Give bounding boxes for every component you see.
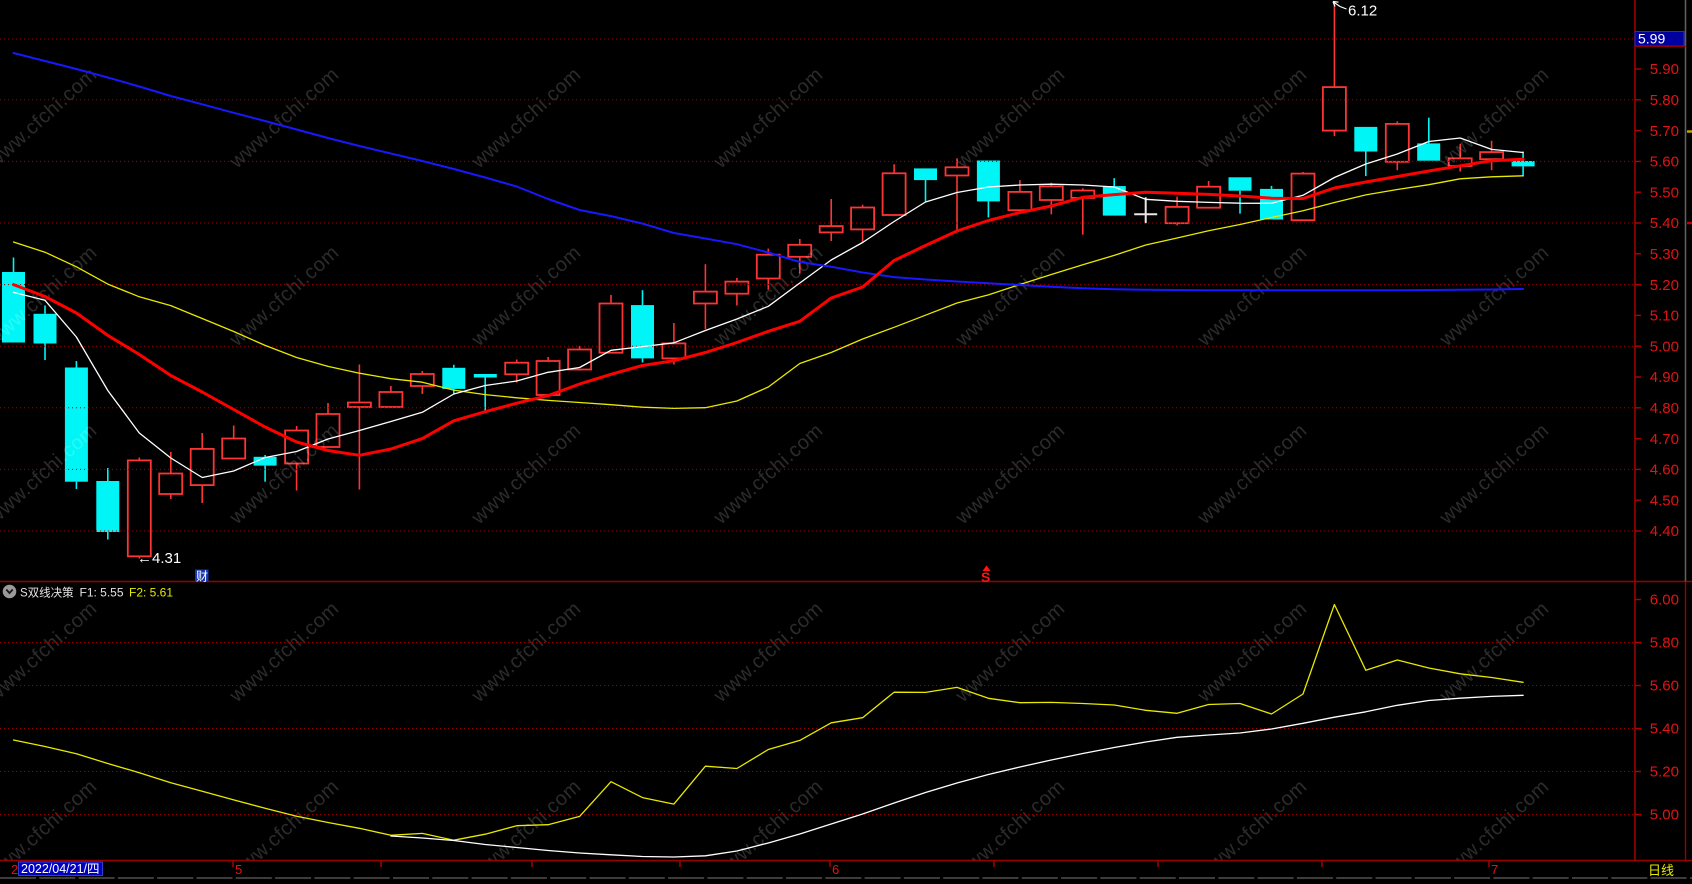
svg-text:F1: 5.55: F1: 5.55 [80, 586, 124, 600]
svg-text:6.12: 6.12 [1348, 3, 1377, 20]
svg-text:日线: 日线 [1648, 863, 1674, 878]
svg-text:2022/04/21/四: 2022/04/21/四 [21, 862, 100, 876]
svg-text:5.10: 5.10 [1650, 308, 1679, 325]
svg-text:←4.31: ←4.31 [137, 550, 181, 567]
svg-text:6: 6 [832, 862, 839, 877]
svg-text:5.30: 5.30 [1650, 246, 1679, 263]
svg-text:F2: 5.61: F2: 5.61 [129, 586, 173, 600]
svg-text:4.80: 4.80 [1650, 400, 1679, 417]
svg-text:5.20: 5.20 [1650, 277, 1679, 294]
svg-text:5: 5 [235, 862, 242, 877]
svg-text:S双线决策: S双线决策 [20, 586, 74, 600]
svg-text:S: S [981, 569, 990, 585]
svg-text:5.80: 5.80 [1650, 92, 1679, 109]
svg-text:4.90: 4.90 [1650, 369, 1679, 386]
svg-text:7: 7 [1491, 862, 1498, 877]
svg-text:4.40: 4.40 [1650, 523, 1679, 540]
svg-text:2: 2 [11, 862, 18, 877]
svg-text:5.60: 5.60 [1650, 678, 1679, 695]
svg-text:5.70: 5.70 [1650, 123, 1679, 140]
svg-text:4.70: 4.70 [1650, 431, 1679, 448]
svg-text:5.90: 5.90 [1650, 61, 1679, 78]
svg-text:财: 财 [196, 570, 208, 584]
svg-text:5.00: 5.00 [1650, 338, 1679, 355]
svg-text:4.50: 4.50 [1650, 492, 1679, 509]
svg-text:5.00: 5.00 [1650, 807, 1679, 824]
svg-text:5.20: 5.20 [1650, 764, 1679, 781]
svg-text:5.99: 5.99 [1638, 31, 1665, 47]
svg-text:5.60: 5.60 [1650, 154, 1679, 171]
svg-text:5.40: 5.40 [1650, 721, 1679, 738]
svg-text:5.40: 5.40 [1650, 215, 1679, 232]
svg-text:4.60: 4.60 [1650, 462, 1679, 479]
svg-text:5.50: 5.50 [1650, 184, 1679, 201]
svg-text:5.80: 5.80 [1650, 635, 1679, 652]
svg-text:6.00: 6.00 [1650, 592, 1679, 609]
